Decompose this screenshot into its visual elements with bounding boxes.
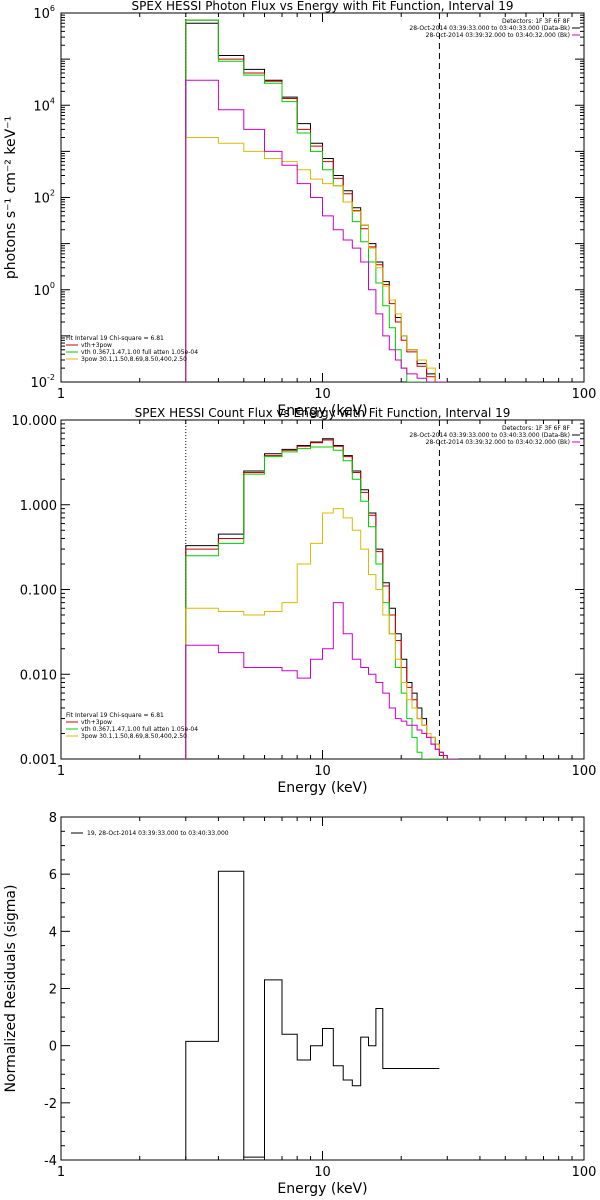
legend-entry: Detectors: 1F 3F 6F 8F (502, 18, 571, 25)
y-axis-label: Normalized Residuals (sigma) (3, 885, 19, 1093)
x-tick-label: 100 (572, 387, 597, 402)
legend-entry: vth+3pow (81, 719, 112, 726)
y-tick-exponent: 2 (50, 189, 55, 198)
y-tick-label: 0 (49, 1040, 57, 1055)
legend-entry: 3pow 30.1,1.50,8.69,8.50,400,2.50 (81, 733, 187, 740)
series-line-19-28-oct-2014-03-39-33-000-to-03-40-33-000 (185, 870, 440, 1160)
x-tick-label: 10 (314, 1165, 331, 1180)
y-tick-label: 10.000 (12, 414, 58, 429)
y-tick-label: 0.100 (20, 584, 57, 599)
legend-entry: 19, 28-Oct-2014 03:39:33.000 to 03:40:33… (87, 830, 229, 837)
y-tick-label: 2 (49, 983, 57, 998)
series-line-vth (185, 19, 448, 382)
legend-entry: 28-Oct-2014 03:39:32.000 to 03:40:32.000… (426, 439, 570, 446)
plot-frame (60, 816, 585, 1161)
legend-entry: 28-Oct-2014 03:39:33.000 to 03:40:33.000… (409, 25, 570, 32)
y-tick-label: 4 (49, 925, 57, 940)
x-tick-label: 100 (572, 764, 597, 779)
y-tick-label: 8 (49, 811, 57, 826)
chart-title: SPEX HESSI Count Flux vs Energy with Fit… (135, 406, 511, 420)
legend-entry: Fit Interval 19 Chi-square = 6.81 (66, 712, 164, 719)
x-tick-label: 1 (57, 1165, 65, 1180)
legend-entry: 28-Oct-2014 03:39:32.000 to 03:40:32.000… (426, 32, 570, 39)
y-tick-exponent: 6 (50, 4, 55, 13)
x-tick-label: 100 (572, 1165, 597, 1180)
y-tick-label: 104 (33, 96, 55, 114)
y-tick-label: -2 (44, 1097, 57, 1112)
y-tick-label: 0.010 (20, 668, 57, 683)
series-line-vth-3pow (185, 19, 448, 382)
legend-entry: vth 0.367,1.47,1.00 full atten 1.05e-04 (81, 726, 198, 733)
legend-entry: vth 0.367,1.47,1.00 full atten 1.05e-04 (81, 349, 198, 356)
y-tick-base: 10 (33, 284, 50, 299)
y-axis-label: photons s⁻¹ cm⁻² keV⁻¹ (3, 116, 19, 279)
series-line-vth (185, 446, 459, 759)
y-tick-label: -4 (44, 1154, 57, 1169)
legend-bottom-left: Fit Interval 19 Chi-square = 6.81vth+3po… (66, 712, 198, 740)
y-tick-exponent: -2 (47, 373, 55, 382)
x-tick-label: 1 (57, 387, 65, 402)
legend-entry: 3pow 30.1,1.50,8.69,8.50,400,2.50 (81, 356, 187, 363)
series-line-bk (185, 602, 459, 759)
legend-bottom-left: Fit Interval 19 Chi-square = 6.81vth+3po… (66, 335, 198, 363)
legend-entry: 28-Oct-2014 03:39:33.000 to 03:40:33.000… (409, 432, 570, 439)
series-line-data-bk (185, 22, 448, 382)
series-line-3pow (185, 137, 448, 382)
chart-panel-1: SPEX HESSI Photon Flux vs Energy with Fi… (3, 0, 596, 419)
plot-area (185, 870, 440, 1160)
legend-entry: vth+3pow (81, 342, 112, 349)
plot-area (185, 13, 448, 382)
x-axis-label: Energy (keV) (277, 403, 367, 419)
y-tick-label: 10-2 (30, 373, 55, 391)
x-tick-label: 10 (314, 387, 331, 402)
y-tick-label: 6 (49, 868, 57, 883)
y-tick-exponent: 4 (50, 96, 55, 105)
chart-panel-2: SPEX HESSI Count Flux vs Energy with Fit… (12, 406, 597, 796)
legend-top-left: 19, 28-Oct-2014 03:39:33.000 to 03:40:33… (71, 830, 229, 837)
chart-title: SPEX HESSI Photon Flux vs Energy with Fi… (132, 0, 514, 13)
y-tick-base: 10 (30, 376, 47, 391)
legend-entry: Fit Interval 19 Chi-square = 6.81 (66, 335, 164, 342)
x-axis-label: Energy (keV) (277, 1181, 367, 1197)
plot-area (185, 420, 459, 759)
legend-entry: Detectors: 1F 3F 6F 8F (502, 425, 571, 432)
x-tick-label: 10 (314, 764, 331, 779)
x-tick-label: 1 (57, 764, 65, 779)
y-tick-base: 10 (33, 99, 50, 114)
plot-frame (60, 419, 585, 760)
x-axis-label: Energy (keV) (277, 780, 367, 796)
y-tick-label: 100 (33, 281, 55, 299)
y-tick-label: 1.000 (20, 499, 57, 514)
y-tick-label: 106 (33, 4, 55, 22)
y-tick-label: 0.001 (20, 753, 57, 768)
chart-panel-3: 1 10 100 -4 -2 0 2 4 6 8 Energy (keV) Normalized Re… (3, 811, 596, 1197)
y-tick-base: 10 (33, 7, 50, 22)
y-tick-exponent: 0 (50, 281, 55, 290)
y-tick-base: 10 (33, 192, 50, 207)
series-line-3pow (185, 508, 459, 759)
y-tick-label: 102 (33, 189, 55, 207)
series-line-bk (185, 79, 448, 382)
